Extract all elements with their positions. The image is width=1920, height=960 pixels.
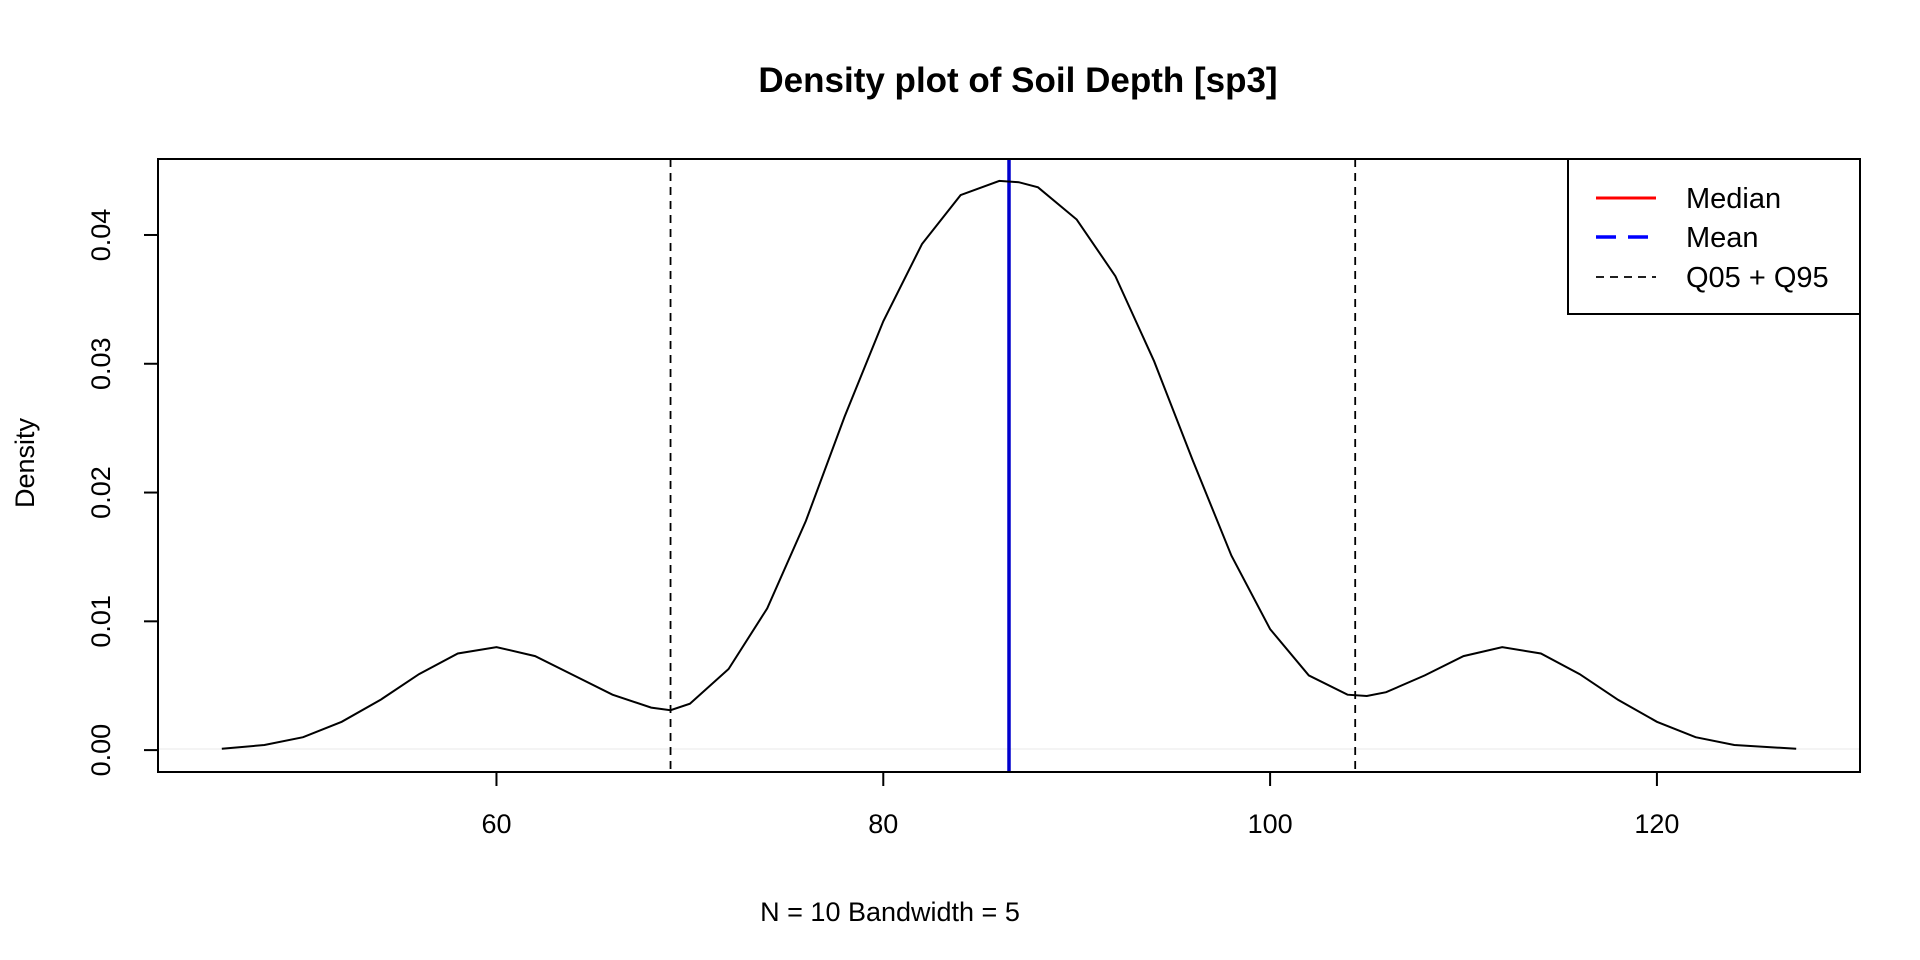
legend-mean-label: Mean: [1686, 222, 1759, 254]
legend: Median Mean Q05 + Q95: [1567, 158, 1861, 315]
x-axis-label: N = 10 Bandwidth = 5: [760, 897, 1020, 927]
legend-median-label: Median: [1686, 183, 1781, 215]
plot-frame: [157, 158, 1861, 773]
y-tick-label: 0.00: [86, 724, 116, 777]
x-tick-label: 80: [868, 809, 898, 839]
y-tick-label: 0.03: [86, 337, 116, 390]
y-tick-label: 0.01: [86, 595, 116, 648]
y-tick-label: 0.04: [86, 209, 116, 262]
legend-box: [1567, 158, 1861, 315]
chart-title: Density plot of Soil Depth [sp3]: [758, 61, 1277, 100]
legend-quantile-label: Q05 + Q95: [1686, 262, 1829, 294]
density-curve: [221, 179, 1797, 750]
x-tick-label: 120: [1634, 809, 1679, 839]
y-axis-label: Density: [10, 417, 40, 508]
x-tick-label: 100: [1248, 809, 1293, 839]
x-tick-label: 60: [481, 809, 511, 839]
y-tick-label: 0.02: [86, 466, 116, 519]
